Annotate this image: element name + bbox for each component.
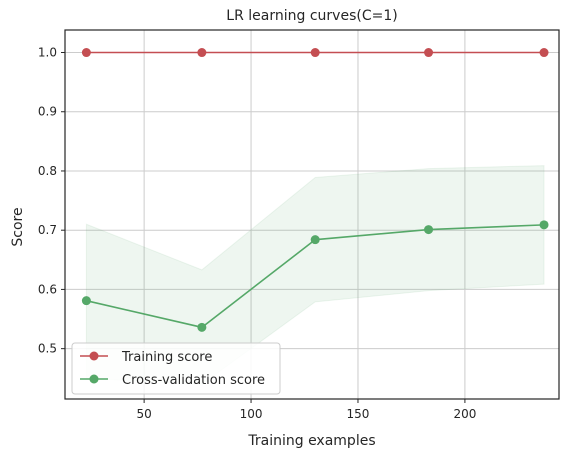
x-axis-label: Training examples	[247, 433, 375, 449]
y-tick-label: 0.8	[38, 164, 57, 178]
point-training	[424, 48, 434, 58]
x-tick-label: 150	[347, 407, 370, 421]
y-tick-label: 0.5	[38, 342, 57, 356]
point-training	[539, 48, 549, 58]
legend: Training score Cross-validation score	[71, 342, 281, 395]
chart-title: LR learning curves(C=1)	[226, 8, 397, 24]
y-axis-label: Score	[10, 207, 26, 246]
y-tick-label: 0.9	[38, 105, 57, 119]
plot-frame	[64, 29, 560, 400]
x-tick-label: 50	[136, 407, 151, 421]
legend-label-training: Training score	[121, 350, 212, 365]
point-training	[197, 48, 207, 58]
y-tick-label: 0.7	[38, 223, 57, 237]
point-training	[310, 48, 320, 58]
y-tick-label: 1.0	[38, 46, 57, 60]
legend-marker-cv	[89, 374, 99, 384]
confidence-bands	[85, 52, 545, 385]
x-tick-label: 200	[453, 407, 476, 421]
point-cv	[424, 225, 434, 235]
legend-marker-training	[89, 351, 99, 361]
y-tick-label: 0.6	[38, 282, 57, 296]
series-points	[81, 48, 549, 332]
point-cv	[197, 322, 207, 332]
point-cv	[539, 220, 549, 230]
point-cv	[310, 235, 320, 245]
point-training	[81, 48, 91, 58]
legend-box	[71, 342, 281, 395]
point-cv	[81, 296, 91, 306]
legend-label-cv: Cross-validation score	[122, 373, 265, 388]
axis-ticks: 50 100 150 200 0.5 0.6 0.7 0.8 0.9 1.0	[38, 46, 476, 421]
x-tick-label: 100	[240, 407, 263, 421]
